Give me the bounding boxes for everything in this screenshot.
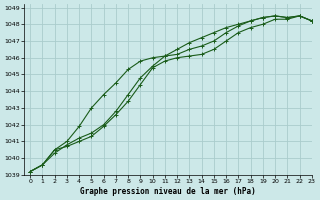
X-axis label: Graphe pression niveau de la mer (hPa): Graphe pression niveau de la mer (hPa) — [80, 187, 256, 196]
